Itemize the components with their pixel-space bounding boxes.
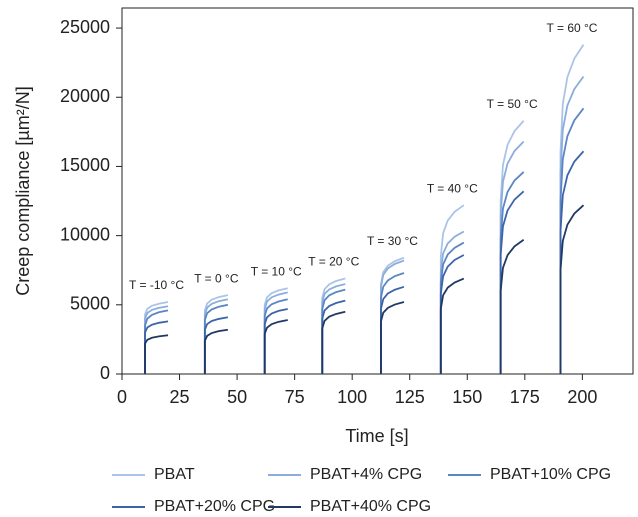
- x-tick-label: 100: [337, 387, 367, 407]
- legend-label: PBAT+10% CPG: [490, 466, 611, 483]
- series-line: [144, 150, 585, 374]
- plot-frame: [121, 7, 634, 375]
- legend-label: PBAT: [154, 466, 195, 483]
- y-axis-title: Creep compliance [µm²/N]: [13, 86, 33, 295]
- series-line: [144, 204, 585, 374]
- x-tick-label: 25: [170, 387, 190, 407]
- x-tick-label: 75: [285, 387, 305, 407]
- annotation: T = 20 °C: [308, 255, 359, 269]
- y-tick-label: 15000: [60, 155, 110, 175]
- x-tick-label: 125: [395, 387, 425, 407]
- x-axis-title: Time [s]: [345, 426, 408, 446]
- annotation: T = -10 °C: [129, 278, 184, 292]
- legend-label: PBAT+4% CPG: [310, 466, 422, 483]
- annotation: T = 40 °C: [427, 181, 478, 195]
- annotation: T = 50 °C: [487, 97, 538, 111]
- annotation: T = 60 °C: [547, 21, 598, 35]
- legend-label: PBAT+40% CPG: [310, 498, 431, 515]
- annotation: T = 10 °C: [251, 264, 302, 278]
- y-tick-label: 0: [100, 363, 110, 383]
- annotation: T = 30 °C: [367, 234, 418, 248]
- series-line: [144, 75, 585, 374]
- series-line: [144, 107, 585, 374]
- x-tick-label: 150: [452, 387, 482, 407]
- x-tick-label: 175: [510, 387, 540, 407]
- x-tick-label: 50: [227, 387, 247, 407]
- legend-label: PBAT+20% CPG: [154, 498, 275, 515]
- y-tick-label: 5000: [70, 294, 110, 314]
- annotation: T = 0 °C: [194, 271, 239, 285]
- y-tick-label: 20000: [60, 86, 110, 106]
- x-tick-label: 200: [567, 387, 597, 407]
- series-line: [144, 44, 585, 374]
- x-tick-label: 0: [117, 387, 127, 407]
- y-tick-label: 10000: [60, 224, 110, 244]
- y-tick-label: 25000: [60, 17, 110, 37]
